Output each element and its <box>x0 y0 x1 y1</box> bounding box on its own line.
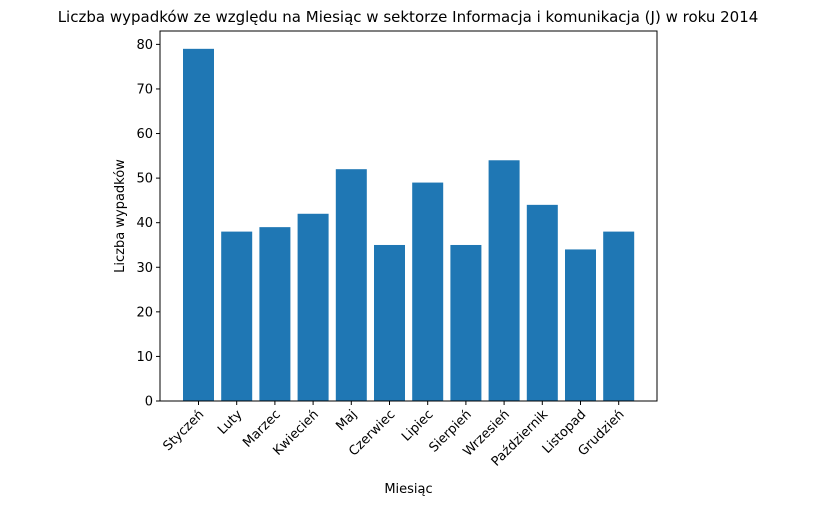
y-tick-label-0: 0 <box>145 395 153 410</box>
y-tick-label-6: 60 <box>136 127 153 142</box>
bar-1 <box>221 231 253 401</box>
bar-7 <box>450 244 482 401</box>
bar-0 <box>183 48 214 401</box>
y-tick-label-1: 10 <box>136 350 153 365</box>
x-axis-label: Miesiąc <box>384 482 432 497</box>
x-tick-label-6: Lipiec <box>399 407 436 444</box>
y-tick-label-4: 40 <box>136 216 153 231</box>
bar-3 <box>297 213 329 401</box>
bar-9 <box>526 204 558 401</box>
x-tick-label-1: Luty <box>215 407 246 438</box>
bar-2 <box>259 227 291 401</box>
bar-4 <box>335 169 367 401</box>
bars-group <box>183 48 635 401</box>
chart-title: Liczba wypadków ze względu na Miesiąc w … <box>58 8 759 26</box>
y-axis-ticks: 0 10 20 30 40 50 60 70 80 <box>136 38 160 410</box>
bar-5 <box>374 244 405 401</box>
y-axis-label: Liczba wypadków <box>113 159 128 273</box>
bar-10 <box>565 249 596 401</box>
x-tick-label-4: Maj <box>333 407 360 434</box>
y-tick-label-5: 50 <box>136 172 153 187</box>
plot-frame <box>159 30 658 402</box>
x-tick-label-0: Styczeń <box>160 407 207 454</box>
bar-8 <box>488 160 520 401</box>
y-tick-label-7: 70 <box>136 82 153 97</box>
y-tick-label-8: 80 <box>136 38 153 53</box>
y-tick-label-2: 20 <box>136 305 153 320</box>
bar-6 <box>412 182 444 401</box>
y-tick-label-3: 30 <box>136 261 153 276</box>
bar-11 <box>603 231 635 401</box>
